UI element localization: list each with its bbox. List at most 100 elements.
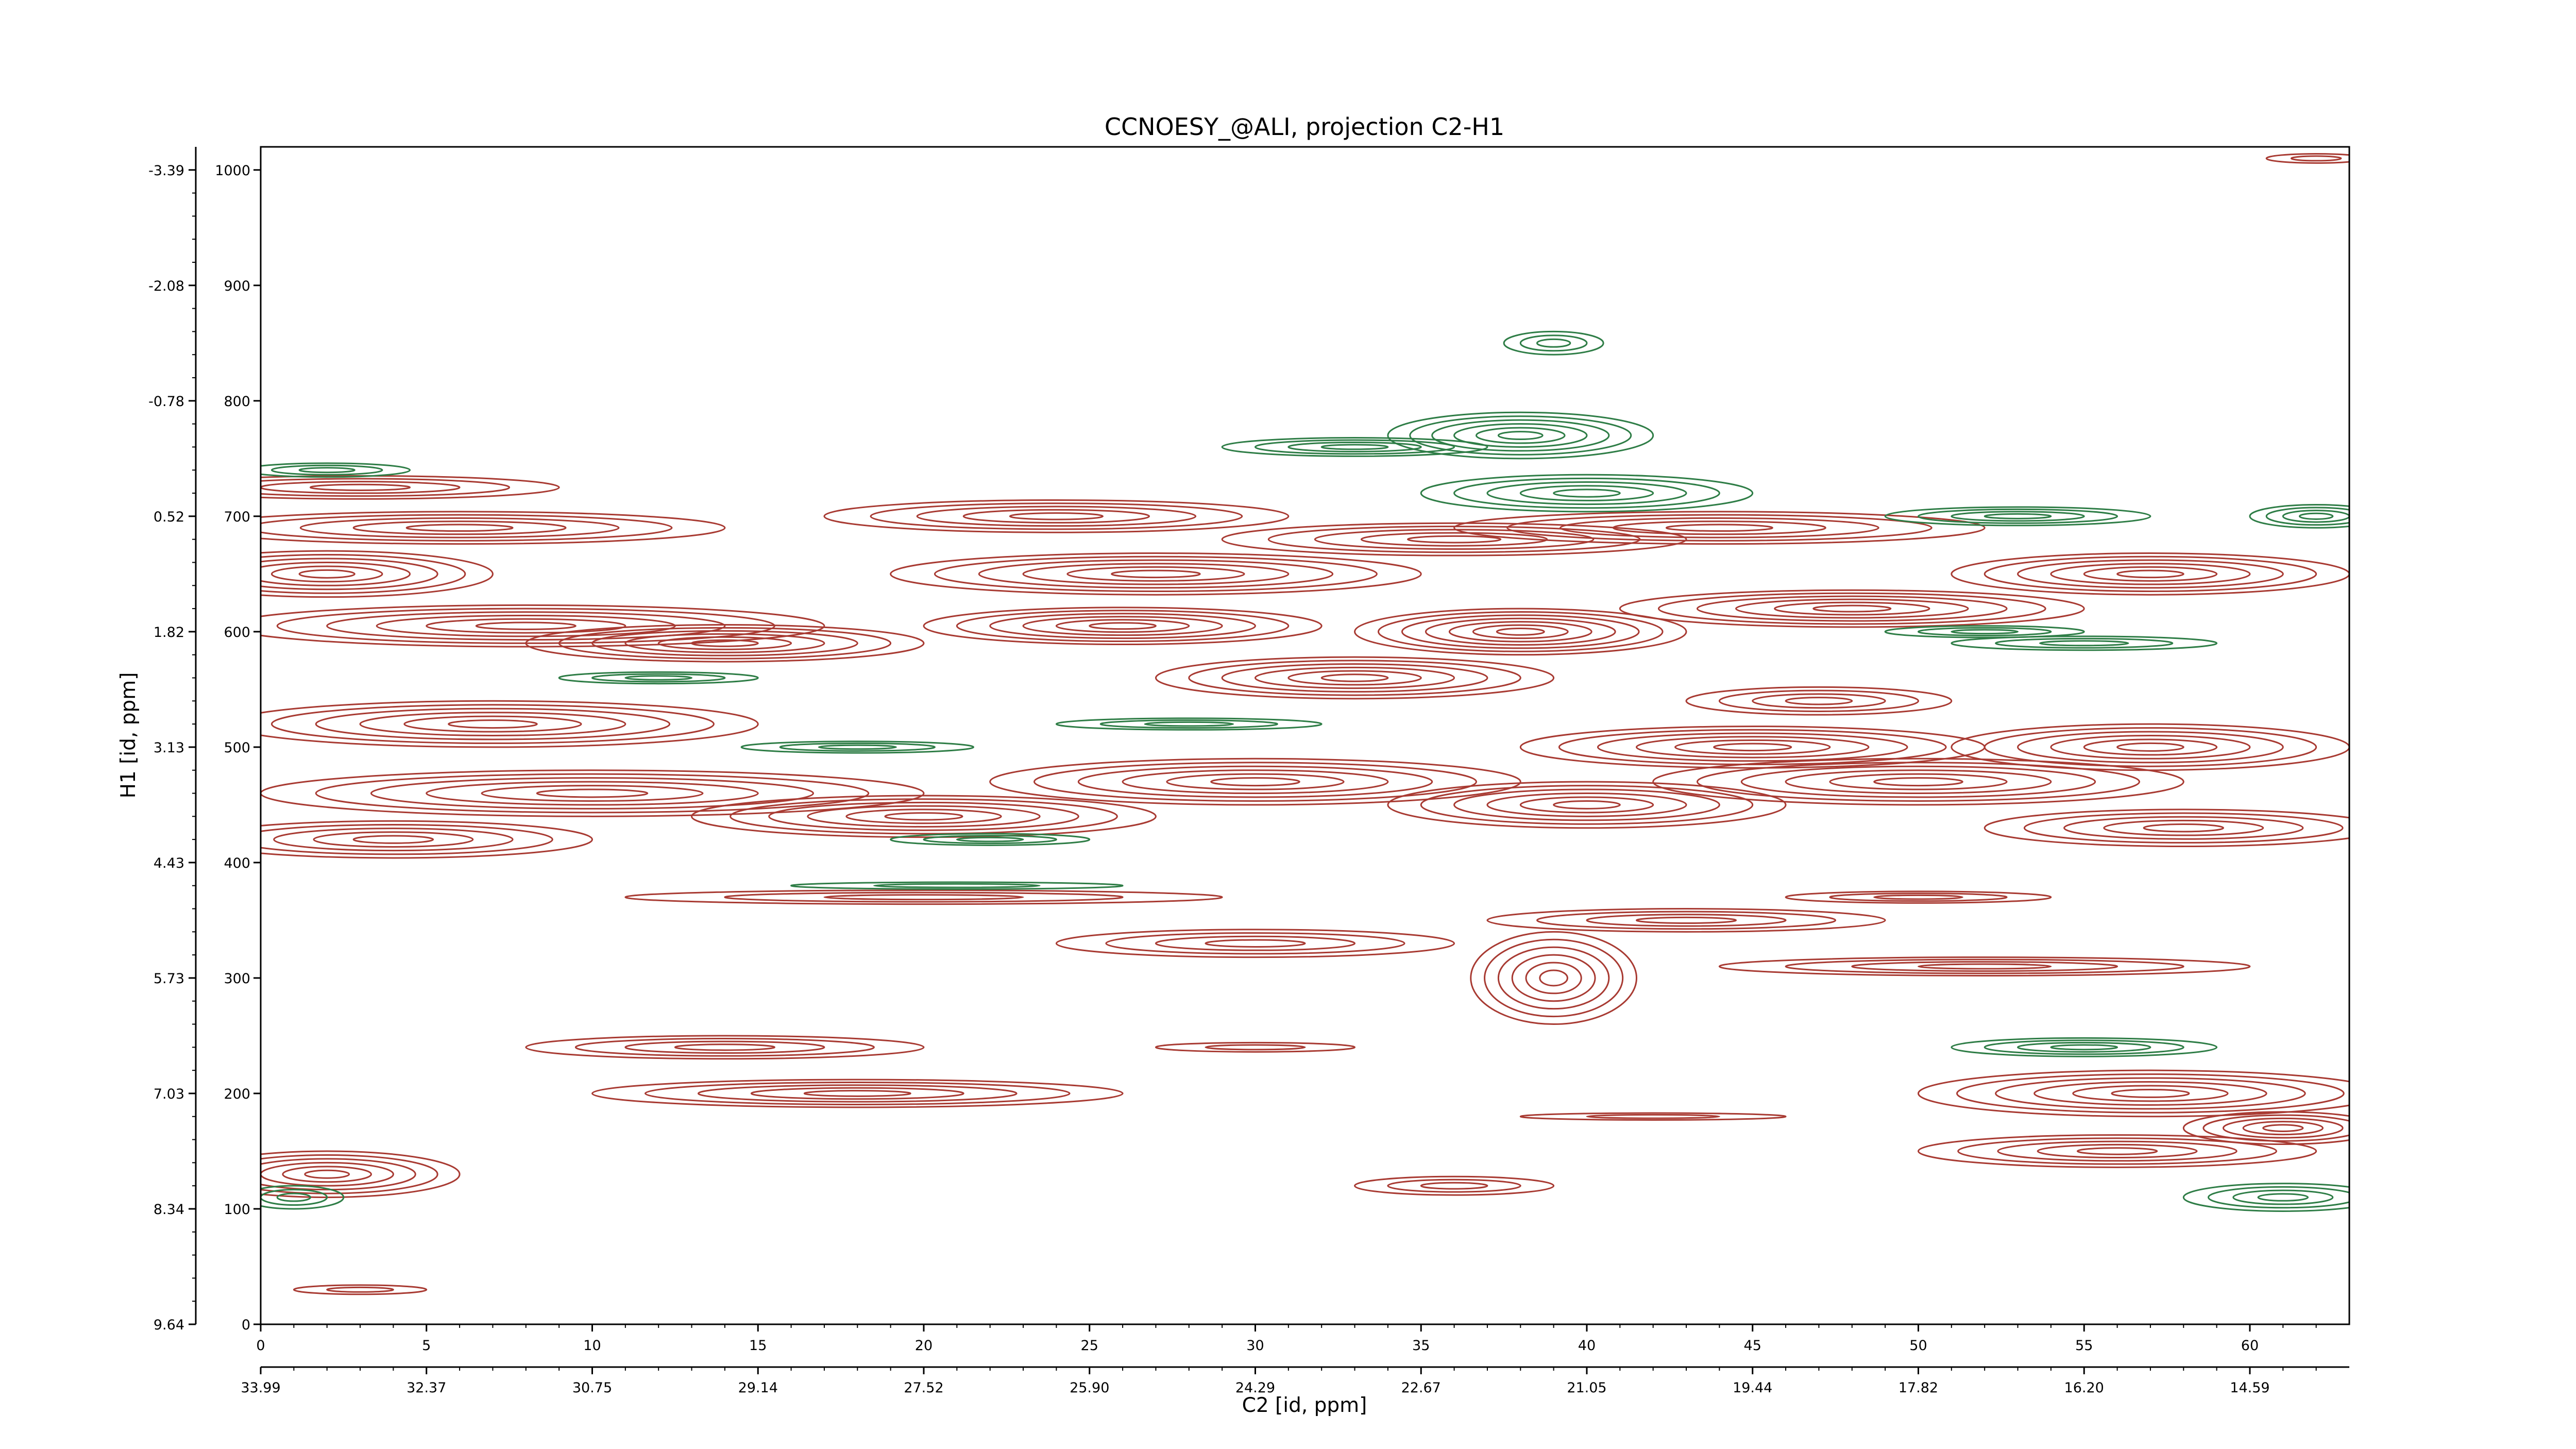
y-ppm-tick-label: 7.03 [154,1086,184,1102]
contour-level [790,881,1124,890]
contour-level [1472,624,1569,639]
contour-level [591,630,858,656]
contour-level [261,700,759,748]
contour-peak-39 [1984,808,2349,848]
contour-peak-8 [740,740,975,754]
contour-level [1752,693,1886,709]
contour-level [1314,529,1595,550]
contour-peak-38 [1951,723,2349,771]
contour-level [574,1038,875,1057]
contour-peak-26 [1354,608,1687,656]
contour-level [313,831,474,848]
contour-level [1812,604,1892,613]
contour-level [1612,520,1826,535]
contour-level [1696,595,2008,622]
contour-level [1055,929,1455,958]
contour-level [730,798,1118,835]
contour-level [1713,743,1792,752]
contour-level [1055,717,1323,731]
contour-level [1586,914,1787,927]
contour-level [481,785,704,802]
contour-peak-44 [2182,1111,2349,1145]
contour-level [624,675,693,681]
contour-level [2083,566,2218,582]
contour-level [261,823,553,855]
contour-level [276,1192,312,1202]
contour-level [326,1286,394,1293]
x-ppm-tick-label: 33.99 [241,1380,280,1396]
x-index-tick-label: 30 [1246,1338,1264,1354]
contour-level [890,833,1091,846]
y-ppm-tick-label: -3.39 [148,163,184,179]
contour-level [315,773,870,814]
contour-level [1111,569,1201,579]
x-ppm-tick-label: 22.67 [1401,1380,1441,1396]
contour-level [870,502,1243,530]
contour-level [326,611,726,641]
contour-level [740,740,975,754]
contour-level [1431,419,1610,452]
contour-level [644,1081,1071,1105]
chart-title: CCNOESY_@ALI, projection C2-H1 [1105,113,1504,141]
contour-level [1077,765,1433,798]
contour-peak-53 [1519,1112,1787,1121]
contour-level [1957,1137,2277,1165]
contour-level [1387,1178,1521,1193]
contour-level [1635,736,1870,759]
contour-level [1951,635,2218,651]
contour-level [270,464,383,476]
contour-level [1519,1112,1787,1121]
contour-level [558,627,892,660]
contour-level [989,613,1256,639]
contour-level [1511,954,1596,1002]
contour-level [261,514,673,542]
contour-peak-48 [261,1150,461,1199]
contour-level [691,639,759,647]
contour-level [1406,535,1502,544]
contour-level [1484,938,1624,1018]
contour-level [261,511,726,545]
contour-level [261,1158,416,1191]
contour-level [1539,969,1568,987]
contour-level [352,835,434,844]
contour-level [2249,503,2349,529]
contour-peak-28 [1387,781,1787,829]
contour-level [890,552,1422,596]
contour-level [261,1185,345,1210]
contour-level [2298,512,2334,520]
contour-level [1951,511,2085,522]
contour-level [558,671,759,685]
contour-level [2050,1044,2119,1051]
contour-level [1354,1175,1555,1196]
contour-peak-27 [1470,931,1637,1025]
contour-level [2208,1186,2349,1209]
contour-peak-10 [261,820,593,859]
contour-level [1519,485,1654,501]
contour-peak-34 [1718,956,2251,976]
contour-peak-23 [1503,330,1604,356]
contour-level [1089,622,1157,630]
contour-level [884,812,963,821]
contour-level [591,1079,1124,1108]
contour-level [304,1169,350,1179]
contour-peak-31 [1486,908,1886,933]
contour-level [1486,481,1687,506]
contour-peak-15 [890,552,1422,596]
contour-level [1448,621,1592,643]
contour-level [1155,656,1555,700]
contour-level [1320,444,1389,450]
contour-level [261,604,825,648]
contour-level [1254,439,1455,455]
contour-level [591,673,726,683]
contour-level [1022,563,1290,585]
contour-level [448,719,538,729]
contour-level [1497,431,1544,441]
contour-level [845,808,1002,824]
contour-level [2050,735,2251,760]
contour-level [1105,932,1405,955]
contour-level [2039,640,2129,647]
y-ppm-tick-label: 1.82 [154,625,184,641]
contour-level [1851,961,2119,972]
contour-level [1884,506,2151,527]
y-ppm-tick-label: 0.52 [154,509,184,525]
